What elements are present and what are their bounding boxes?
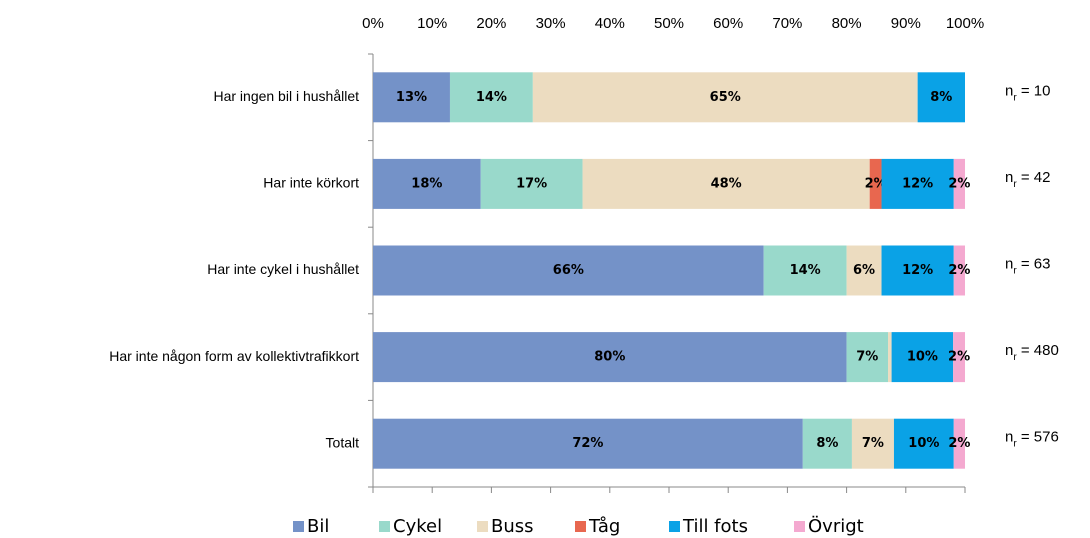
data-label: 17% [516, 176, 547, 191]
data-label: 8% [930, 90, 952, 105]
sample-size-n: n [1005, 255, 1013, 272]
data-label: 2% [865, 176, 887, 191]
sample-size-sub: r [1013, 179, 1017, 190]
x-tick-label: 90% [891, 15, 921, 32]
bar-segment [373, 158, 481, 209]
bar-segment [373, 245, 764, 296]
legend-swatch [293, 521, 304, 532]
bar-segment [763, 245, 847, 296]
bar-segment [851, 418, 894, 469]
legend-swatch [794, 521, 805, 532]
sample-size-n: n [1005, 82, 1013, 99]
x-tick-label: 20% [476, 15, 506, 32]
bar-segment [373, 418, 803, 469]
sample-size-sub: r [1013, 352, 1017, 363]
category-label: Har ingen bil i hushållet [213, 88, 359, 104]
bar-segment [582, 158, 870, 209]
category-label: Har inte någon form av kollektivtrafikko… [109, 348, 359, 364]
sample-size: nr = 10 [1005, 82, 1050, 103]
legend-swatch [575, 521, 586, 532]
bar-segment [917, 72, 965, 123]
data-label: 6% [853, 263, 875, 278]
legend-label: Övrigt [808, 515, 864, 537]
sample-size: nr = 576 [1005, 429, 1059, 450]
data-label: 7% [856, 350, 878, 365]
bar-segment [802, 418, 852, 469]
x-tick-label: 40% [595, 15, 625, 32]
bar-segment [953, 245, 965, 296]
data-label: 2% [948, 436, 970, 451]
sample-size-rest: = 576 [1017, 429, 1059, 446]
sample-size-n: n [1005, 342, 1013, 359]
bar-segment [373, 72, 450, 123]
bar-segment [480, 158, 583, 209]
sample-size: nr = 480 [1005, 342, 1059, 363]
sample-size-rest: = 42 [1017, 169, 1051, 186]
bar-segment [891, 332, 954, 383]
data-label: 7% [862, 436, 884, 451]
bar-segment [953, 418, 965, 469]
x-tick-label: 80% [832, 15, 862, 32]
sample-size-sub: r [1013, 92, 1017, 103]
x-tick-label: 70% [772, 15, 802, 32]
sample-size-sub: r [1013, 265, 1017, 276]
legend-label: Cykel [393, 516, 442, 537]
data-label: 80% [594, 350, 625, 365]
data-label: 12% [902, 176, 933, 191]
legend-label: Bil [307, 516, 329, 537]
data-label: 65% [710, 90, 741, 105]
data-label: 72% [572, 436, 603, 451]
category-label: Totalt [326, 434, 360, 450]
sample-size-n: n [1005, 169, 1013, 186]
data-label: 10% [908, 436, 939, 451]
bar-segment [532, 72, 918, 123]
category-label: Har inte körkort [263, 175, 359, 191]
sample-size-rest: = 63 [1017, 255, 1051, 272]
data-label: 8% [816, 436, 838, 451]
bar-segment [953, 332, 965, 383]
bar-segment [846, 245, 882, 296]
legend-label: Tåg [588, 516, 620, 537]
bar-segment [888, 332, 892, 383]
x-tick-label: 30% [536, 15, 566, 32]
data-label: 18% [411, 176, 442, 191]
x-tick-label: 10% [417, 15, 447, 32]
data-label: 48% [711, 176, 742, 191]
data-label: 2% [948, 263, 970, 278]
legend-swatch [669, 521, 680, 532]
data-label: 14% [790, 263, 821, 278]
bar-segment [881, 245, 954, 296]
data-label: 10% [907, 350, 938, 365]
sample-size-rest: = 480 [1017, 342, 1059, 359]
category-label: Har inte cykel i hushållet [207, 261, 359, 277]
x-tick-label: 0% [362, 15, 384, 32]
sample-size-sub: r [1013, 438, 1017, 449]
data-label: 2% [948, 176, 970, 191]
bar-segment [881, 158, 954, 209]
sample-size: nr = 63 [1005, 255, 1050, 276]
bar-segment [373, 332, 847, 383]
bar-segment [846, 332, 889, 383]
data-label: 12% [902, 263, 933, 278]
sample-size-n: n [1005, 429, 1013, 446]
data-label: 14% [476, 90, 507, 105]
data-label: 66% [553, 263, 584, 278]
sample-size: nr = 42 [1005, 169, 1050, 190]
legend-label: Till fots [682, 516, 748, 537]
x-tick-label: 100% [946, 15, 984, 32]
bar-segment [893, 418, 954, 469]
x-tick-label: 60% [713, 15, 743, 32]
sample-size-rest: = 10 [1017, 82, 1051, 99]
bar-segment [869, 158, 882, 209]
bar-segment [449, 72, 533, 123]
bar-segment [953, 158, 965, 209]
legend-label: Buss [491, 516, 534, 537]
data-label: 2% [948, 350, 970, 365]
data-label: 13% [396, 90, 427, 105]
x-tick-label: 50% [654, 15, 684, 32]
legend-swatch [379, 521, 390, 532]
legend-swatch [477, 521, 488, 532]
